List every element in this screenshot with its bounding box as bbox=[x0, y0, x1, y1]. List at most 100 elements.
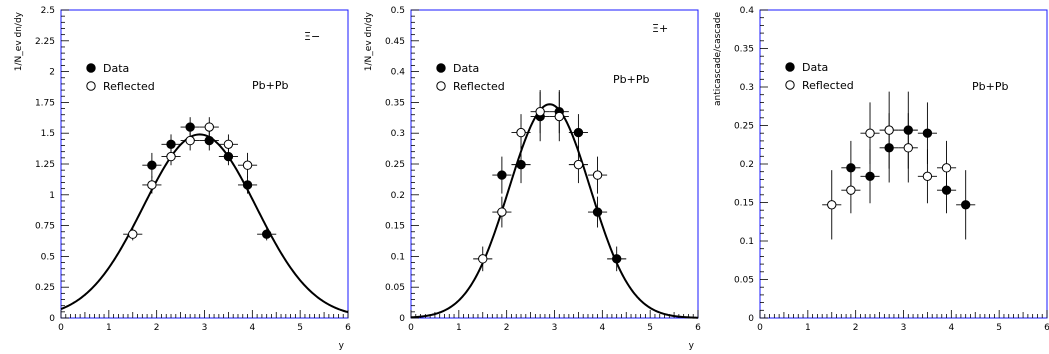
reflected-point bbox=[903, 143, 913, 153]
legend-reflected-marker bbox=[785, 80, 795, 90]
y-tick-label: 1.5 bbox=[41, 129, 55, 139]
data-point bbox=[497, 170, 507, 180]
particle-label: Ξ+ bbox=[652, 22, 668, 35]
series-reflected bbox=[123, 117, 258, 241]
x-axis-title: y bbox=[689, 341, 695, 351]
reflected-point bbox=[497, 207, 507, 217]
legend-reflected-marker bbox=[86, 81, 96, 91]
reflected-point bbox=[922, 171, 933, 182]
y-tick-label: 0 bbox=[399, 314, 405, 324]
y-tick-label: 0.3 bbox=[391, 129, 405, 139]
legend-reflected-label: Reflected bbox=[453, 80, 505, 93]
y-tick-label: 2 bbox=[49, 68, 55, 78]
particle-label: Ξ− bbox=[304, 30, 320, 43]
particle-symbol: Ξ− bbox=[304, 30, 320, 43]
y-tick-label: 0.2 bbox=[740, 160, 754, 170]
x-tick-label: 3 bbox=[552, 323, 558, 333]
legend-data-label: Data bbox=[453, 62, 479, 75]
fit-curve bbox=[410, 103, 699, 319]
reflected-point bbox=[592, 170, 603, 180]
y-tick-label: 0.1 bbox=[391, 252, 405, 262]
y-tick-label: 0.25 bbox=[35, 283, 55, 293]
x-tick-label: 3 bbox=[202, 323, 208, 333]
plot-frame bbox=[759, 9, 1048, 319]
data-point bbox=[865, 171, 875, 182]
x-tick-label: 5 bbox=[647, 323, 653, 333]
x-tick-label: 2 bbox=[504, 323, 510, 333]
y-tick-label: 0.05 bbox=[385, 283, 405, 293]
y-tick-label: 0.25 bbox=[734, 122, 754, 132]
x-tick-label: 5 bbox=[996, 323, 1002, 333]
chart-panel-1: 0 0.25 0.5 0.75 1 1.25 1.5 1.75 2 2.25 2.5 0 1 2 3 4 5 6y… bbox=[14, 6, 351, 351]
y-axis-title: anticascade/cascade bbox=[713, 12, 723, 106]
data-point bbox=[922, 128, 933, 138]
x-tick-label: 4 bbox=[948, 323, 954, 333]
legend-data-marker bbox=[785, 62, 795, 72]
x-tick-label: 0 bbox=[757, 323, 763, 333]
x-tick-label: 6 bbox=[345, 323, 351, 333]
y-tick-label: 0.75 bbox=[35, 222, 55, 232]
series-reflected bbox=[822, 91, 957, 240]
particle-symbol: Ξ+ bbox=[652, 22, 668, 35]
data-point bbox=[960, 200, 971, 210]
data-point bbox=[592, 207, 603, 217]
legend-data-marker bbox=[436, 63, 446, 73]
x-tick-label: 0 bbox=[58, 323, 64, 333]
data-point bbox=[516, 159, 526, 170]
reflected-point bbox=[554, 111, 564, 122]
reflected-point bbox=[478, 254, 488, 264]
y-tick-label: 2.25 bbox=[35, 37, 55, 47]
y-tick-label: 0.3 bbox=[740, 83, 754, 93]
data-point bbox=[261, 229, 272, 239]
y-tick-label: 0.1 bbox=[740, 237, 754, 247]
system-label: Pb+Pb bbox=[252, 79, 288, 92]
reflected-point bbox=[128, 229, 138, 239]
y-axis-title: 1/N_ev dn/dy bbox=[14, 11, 24, 71]
legend-reflected-label: Reflected bbox=[802, 79, 854, 92]
reflected-point bbox=[535, 106, 545, 117]
x-tick-label: 6 bbox=[695, 323, 701, 333]
x-tick-label: 5 bbox=[297, 323, 303, 333]
y-tick-label: 0.35 bbox=[385, 98, 405, 108]
legend-reflected-marker bbox=[436, 81, 446, 91]
legend-reflected-label: Reflected bbox=[103, 80, 155, 93]
plot-frame bbox=[60, 9, 349, 319]
data-point bbox=[611, 254, 622, 264]
data-point bbox=[185, 122, 195, 132]
y-tick-label: 0.5 bbox=[41, 252, 55, 262]
legend: Data Reflected bbox=[436, 62, 505, 93]
data-point bbox=[573, 127, 584, 138]
legend-data-marker bbox=[86, 63, 96, 73]
x-tick-label: 1 bbox=[106, 323, 112, 333]
reflected-point bbox=[846, 185, 856, 195]
x-tick-label: 1 bbox=[805, 323, 811, 333]
y-tick-label: 0.15 bbox=[734, 199, 754, 209]
y-tick-label: 0.15 bbox=[385, 222, 405, 232]
reflected-point bbox=[941, 163, 952, 173]
y-tick-label: 0.35 bbox=[734, 45, 754, 55]
reflected-point bbox=[147, 180, 157, 190]
reflected-point bbox=[884, 125, 894, 135]
reflected-point bbox=[185, 135, 195, 146]
reflected-point bbox=[573, 159, 584, 170]
reflected-point bbox=[223, 139, 234, 149]
x-tick-label: 3 bbox=[901, 323, 907, 333]
y-tick-label: 0 bbox=[49, 314, 55, 324]
y-tick-label: 0.2 bbox=[391, 191, 405, 201]
y-tick-label: 0.4 bbox=[391, 68, 406, 78]
y-tick-label: 1.25 bbox=[35, 160, 55, 170]
x-tick-label: 1 bbox=[456, 323, 462, 333]
reflected-point bbox=[516, 127, 526, 138]
y-axis-title: 1/N_ev dn/dy bbox=[364, 11, 374, 71]
x-tick-label: 2 bbox=[154, 323, 160, 333]
data-point bbox=[242, 180, 253, 190]
legend-data-label: Data bbox=[103, 62, 129, 75]
plot-frame bbox=[410, 9, 699, 319]
x-tick-label: 4 bbox=[249, 323, 255, 333]
y-tick-label: 2.5 bbox=[41, 6, 55, 16]
legend: Data Reflected bbox=[86, 62, 155, 93]
x-tick-label: 4 bbox=[599, 323, 605, 333]
data-point bbox=[147, 160, 157, 170]
series-reflected bbox=[473, 90, 608, 272]
